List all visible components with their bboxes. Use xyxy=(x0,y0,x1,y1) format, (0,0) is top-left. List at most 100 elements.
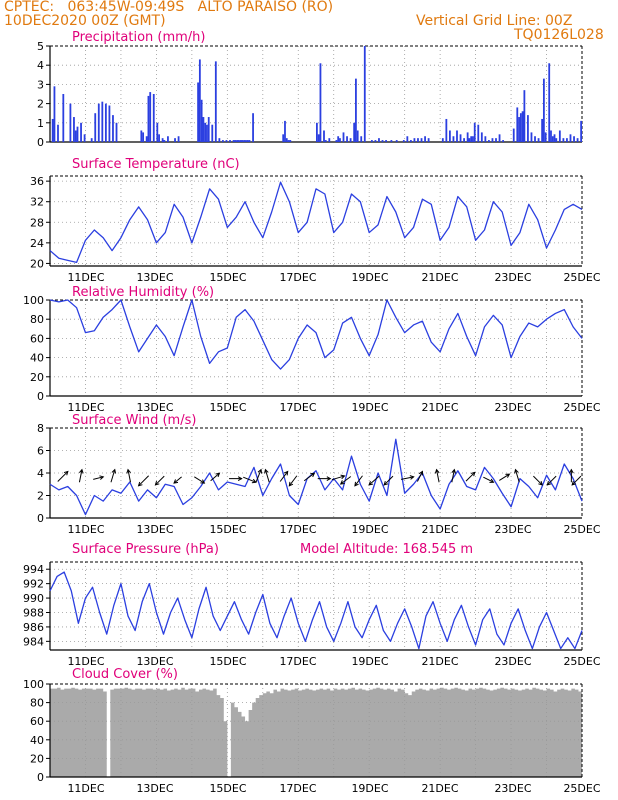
precip-bar xyxy=(202,117,205,142)
precip-bar xyxy=(90,138,93,142)
precip-bar xyxy=(452,136,455,142)
precip-bar xyxy=(324,140,327,142)
wind-arrow-head xyxy=(339,480,345,485)
precip-bar xyxy=(417,138,419,142)
precip-bar xyxy=(349,138,352,142)
wind-arrow-head xyxy=(470,471,476,477)
precip-bar xyxy=(214,61,217,142)
precip-bar xyxy=(385,140,387,142)
x-tick-label: 13DEC xyxy=(136,401,173,414)
x-tick-label: 25DEC xyxy=(563,271,600,284)
x-tick-label: 23DEC xyxy=(494,655,531,668)
wind-arrow-head xyxy=(546,480,552,486)
precip-bar xyxy=(569,134,572,142)
wind-arrow-head xyxy=(264,468,269,474)
y-tick-label: 100 xyxy=(23,678,44,691)
header-grid-note: Vertical Grid Line: 00Z xyxy=(416,13,573,29)
wind-arrow xyxy=(514,469,520,483)
precip-title: Precipitation (mm/h) xyxy=(72,30,205,45)
precip-bar xyxy=(420,138,423,142)
precip-bar xyxy=(558,130,561,142)
wind-arrow xyxy=(340,476,352,485)
x-tick-label: 25DEC xyxy=(563,782,600,795)
wind-arrow xyxy=(288,475,298,487)
precip-bar xyxy=(229,140,231,142)
x-tick-label: 15DEC xyxy=(209,271,246,284)
precip-bar xyxy=(548,63,551,142)
wind-arrow-head xyxy=(569,468,574,474)
wind-arrow xyxy=(416,471,423,482)
precip-bar xyxy=(518,117,520,142)
precip-bar xyxy=(521,111,524,142)
precip-bar xyxy=(245,140,247,142)
y-tick-label: 0 xyxy=(37,771,44,784)
precip-bar xyxy=(395,140,398,142)
x-tick-label: 11DEC xyxy=(67,782,104,795)
y-tick-label: 32 xyxy=(30,196,44,209)
y-tick-label: 6 xyxy=(37,445,44,458)
temp-line xyxy=(49,181,583,264)
wind-arrow xyxy=(533,475,543,486)
wind-arrow-head xyxy=(237,476,243,481)
wind-arrow xyxy=(78,469,83,483)
precip-bar xyxy=(473,122,476,142)
wind-arrow xyxy=(110,469,116,483)
precip-bar xyxy=(544,132,547,142)
wind-arrow xyxy=(255,469,262,483)
wind-arrow xyxy=(546,475,557,486)
wind-arrow xyxy=(331,475,345,481)
precip-bar xyxy=(177,136,180,142)
y-tick-label: 60 xyxy=(30,332,44,345)
precip-bar xyxy=(252,113,254,142)
y-tick-label: 5 xyxy=(37,40,44,53)
precip-bar xyxy=(495,138,497,142)
wind-arrow xyxy=(368,475,380,486)
wind-arrow xyxy=(483,476,494,483)
x-tick-label: 15DEC xyxy=(209,523,246,536)
precip-bar xyxy=(149,92,152,142)
x-tick-label: 13DEC xyxy=(136,523,173,536)
x-tick-label: 13DEC xyxy=(136,271,173,284)
wind-arrow-head xyxy=(257,468,263,474)
x-tick-label: 19DEC xyxy=(351,655,388,668)
precip-bar xyxy=(94,113,97,142)
precip-bar xyxy=(115,122,118,142)
precip-bar xyxy=(502,140,504,142)
wind-arrow-head xyxy=(99,475,105,480)
precip-bar xyxy=(370,140,373,142)
y-tick-label: 20 xyxy=(30,257,44,270)
precip-bar xyxy=(360,136,363,142)
wind-arrow-head xyxy=(571,480,577,486)
wind-arrow-head xyxy=(451,468,457,474)
wind-arrow-head xyxy=(78,468,84,474)
precip-bar xyxy=(363,46,366,142)
precip-bar xyxy=(576,138,579,142)
header-location: CPTEC: 063:45W-09:49S ALTO PARAISO (RO) xyxy=(4,0,334,15)
wind-arrow-head xyxy=(215,472,221,478)
precip-bar xyxy=(51,118,54,142)
rh-panel: Relative Humidity (%) 0 20 40 60 80 100 11DEC 13… xyxy=(23,285,601,414)
wind-arrow-head xyxy=(383,480,389,486)
precip-bar xyxy=(104,103,107,142)
precip-bar xyxy=(197,82,199,142)
wind-arrow xyxy=(93,476,104,480)
y-tick-label: 36 xyxy=(30,175,44,188)
pres-annotation: Model Altitude: 168.545 m xyxy=(300,542,473,557)
wind-panel: Surface Wind (m/s) 0 2 4 6 8 11DEC 13DEC 15DEC 17… xyxy=(37,413,601,536)
precip-bar xyxy=(167,136,169,142)
x-tick-label: 17DEC xyxy=(279,523,316,536)
x-tick-label: 15DEC xyxy=(209,655,246,668)
precip-bar xyxy=(218,138,221,142)
precip-bar xyxy=(562,138,565,142)
y-tick-label: 0 xyxy=(37,512,44,525)
precip-bar xyxy=(463,138,465,142)
x-tick-label: 11DEC xyxy=(67,655,104,668)
x-tick-label: 11DEC xyxy=(67,271,104,284)
wind-arrow xyxy=(210,472,220,482)
wind-arrow-head xyxy=(489,478,495,483)
wind-arrow-head xyxy=(514,468,519,474)
y-tick-label: 988 xyxy=(23,606,44,619)
precip-bar xyxy=(53,86,56,142)
wind-arrow xyxy=(127,469,132,483)
wind-arrow-head xyxy=(326,476,332,481)
